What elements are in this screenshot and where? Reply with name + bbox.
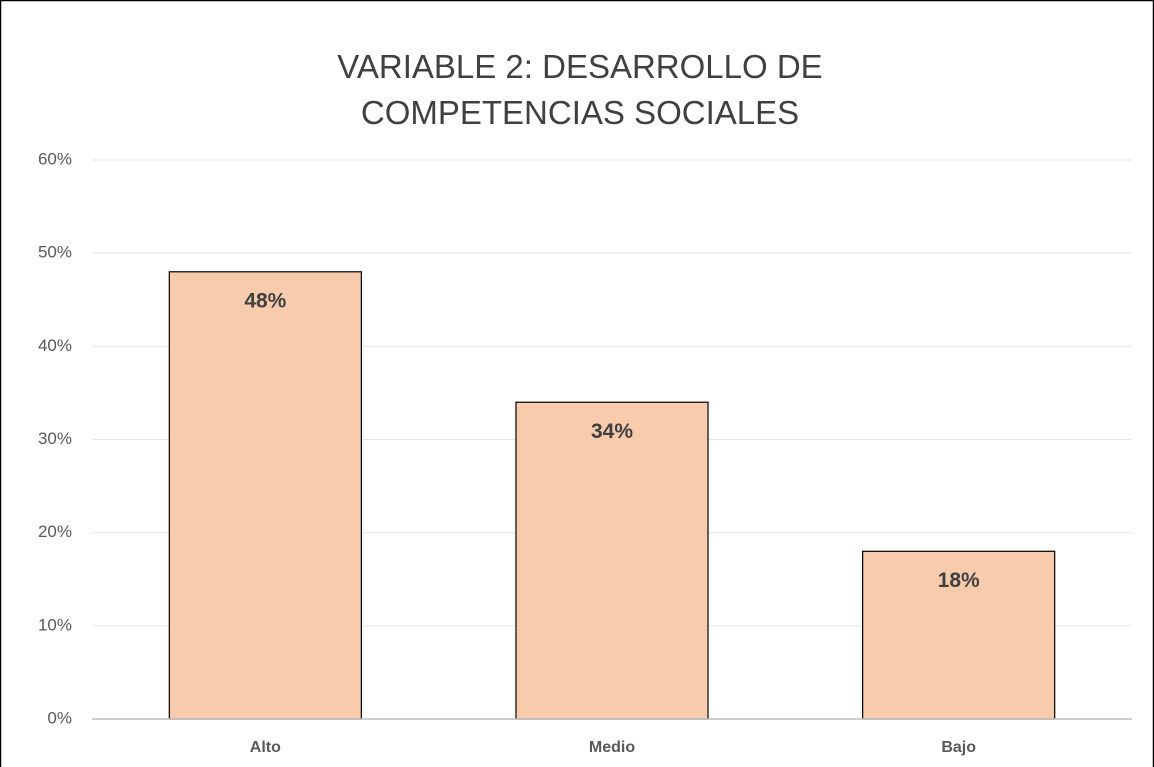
y-tick-label: 30% [38, 429, 72, 448]
x-tick-label: Alto [250, 739, 281, 756]
y-tick-label: 50% [38, 243, 72, 262]
x-tick-label: Bajo [941, 739, 976, 756]
x-tick-label: Medio [589, 739, 635, 756]
y-tick-label: 20% [38, 522, 72, 541]
bar [862, 550, 1056, 720]
y-tick-label: 10% [38, 615, 72, 634]
data-label: 18% [938, 569, 980, 592]
y-tick-label: 60% [38, 149, 72, 168]
y-tick-label: 40% [38, 336, 72, 355]
data-label: 34% [591, 420, 633, 443]
chart-title: VARIABLE 2: DESARROLLO DE COMPETENCIAS S… [337, 48, 823, 131]
bar [168, 271, 362, 720]
bar [515, 401, 709, 720]
data-label: 48% [244, 289, 286, 312]
y-tick-label: 0% [47, 708, 72, 727]
